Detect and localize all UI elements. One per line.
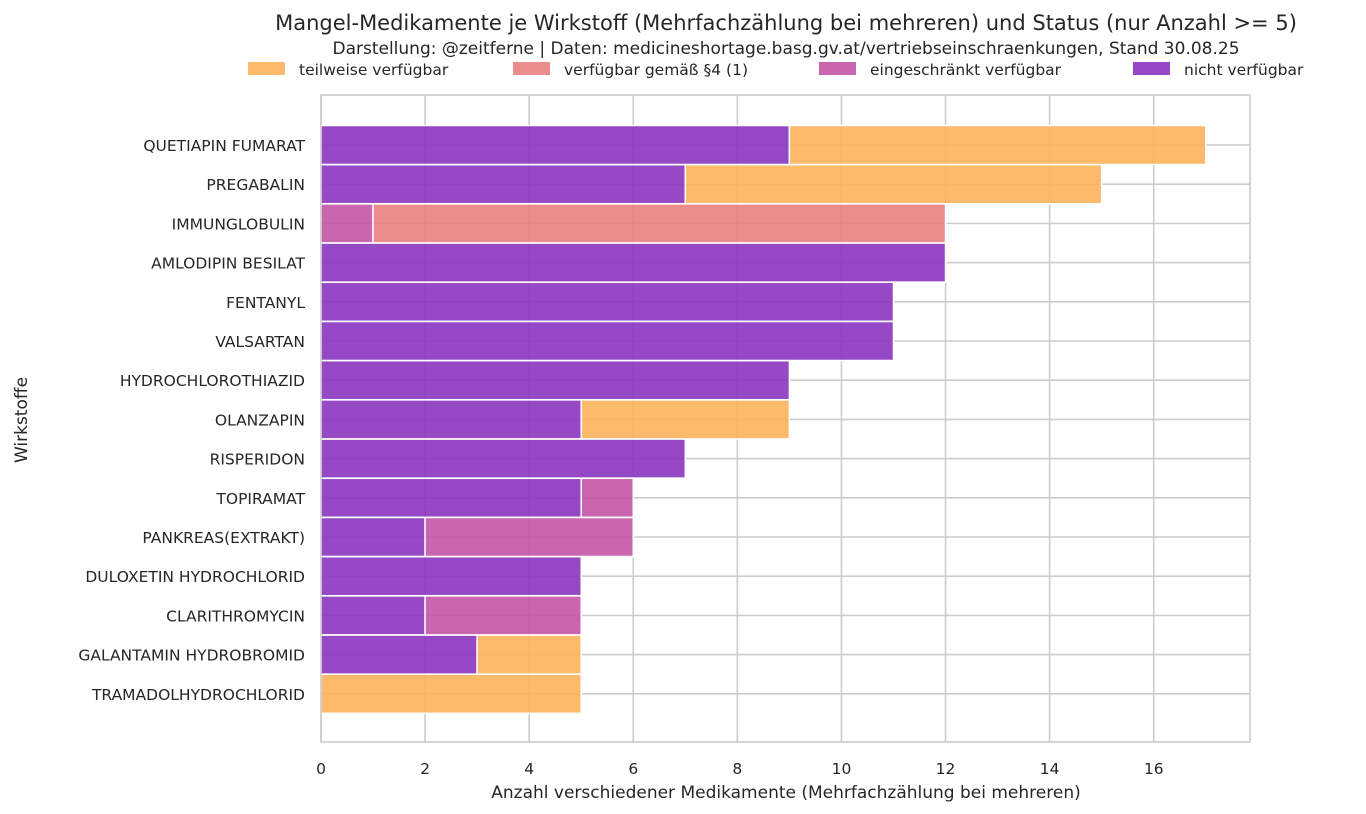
y-tick-label: PANKREAS(EXTRAKT) [142, 529, 305, 547]
y-axis-label: Wirkstoffe [12, 377, 32, 463]
y-tick-label: OLANZAPIN [215, 411, 305, 429]
legend-swatch-verf-gbar-gem-4-1 [513, 62, 550, 75]
bar-topiramat-eingeschr-nkt-verf-gbar [580, 477, 635, 519]
x-tick-label: 16 [1144, 760, 1164, 778]
bar-topiramat-nicht-verf-gbar [320, 477, 582, 519]
x-tick-label: 10 [832, 760, 852, 778]
y-tick-label: QUETIAPIN FUMARAT [143, 137, 305, 155]
bar-immunglobulin-verf-gbar-gem-4-1 [372, 203, 947, 244]
bar-quetiapin-fumarat-teilweise-verf-gbar [788, 124, 1207, 166]
bar-immunglobulin-eingeschr-nkt-verf-gbar [320, 203, 374, 244]
bar-clarithromycin-nicht-verf-gbar [320, 595, 426, 636]
x-tick-label: 2 [420, 760, 430, 778]
legend-label-nicht-verf-gbar: nicht verfügbar [1184, 61, 1304, 79]
bar-amlodipin-besilat-nicht-verf-gbar [320, 242, 947, 283]
legend-label-eingeschr-nkt-verf-gbar: eingeschränkt verfügbar [870, 61, 1062, 79]
bar-quetiapin-fumarat-nicht-verf-gbar [320, 124, 791, 166]
y-tick-label: RISPERIDON [210, 451, 305, 469]
x-tick-label: 12 [936, 760, 956, 778]
y-tick-label: VALSARTAN [215, 333, 305, 351]
bar-tramadolhydrochlorid-teilweise-verf-gbar [320, 673, 582, 715]
y-tick-label: TRAMADOLHYDROCHLORID [91, 686, 305, 704]
y-tick-label: IMMUNGLOBULIN [172, 215, 305, 233]
y-tick-label: AMLODIPIN BESILAT [151, 255, 305, 273]
bar-risperidon-nicht-verf-gbar [320, 438, 687, 479]
x-tick-label: 14 [1040, 760, 1060, 778]
x-tick-label: 6 [628, 760, 638, 778]
bar-pregabalin-teilweise-verf-gbar [684, 163, 1103, 205]
y-tick-label: PREGABALIN [206, 176, 305, 194]
x-tick-label: 0 [316, 760, 326, 778]
chart-subtitle: Darstellung: @zeitferne | Daten: medicin… [332, 39, 1239, 59]
x-tick-label: 4 [524, 760, 534, 778]
bar-olanzapin-nicht-verf-gbar [320, 399, 582, 440]
legend-label-teilweise-verf-gbar: teilweise verfügbar [299, 61, 449, 79]
legend-swatch-eingeschr-nkt-verf-gbar [819, 62, 856, 75]
legend-swatch-teilweise-verf-gbar [248, 62, 285, 75]
y-tick-label: FENTANYL [226, 294, 305, 312]
plot-frame [320, 94, 1251, 743]
bar-fentanyl-nicht-verf-gbar [320, 281, 895, 323]
bar-galantamin-hydrobromid-teilweise-verf-gbar [476, 634, 582, 675]
bar-clarithromycin-eingeschr-nkt-verf-gbar [424, 595, 582, 636]
x-tick-labels: 0 2 4 6 8 10 12 14 16 [316, 760, 1164, 778]
x-tick-label: 8 [732, 760, 742, 778]
y-tick-label: TOPIRAMAT [215, 490, 305, 508]
y-tick-label: CLARITHROMYCIN [166, 607, 305, 625]
chart-title: Mangel-Medikamente je Wirkstoff (Mehrfac… [275, 11, 1297, 35]
bars [320, 124, 1207, 715]
y-tick-labels: QUETIAPIN FUMARAT PREGABALIN IMMUNGLOBULIN… [78, 137, 305, 704]
bar-duloxetin-hydrochlorid-nicht-verf-gbar [320, 555, 582, 597]
bar-hydrochlorothiazid-nicht-verf-gbar [320, 359, 791, 401]
bar-pregabalin-nicht-verf-gbar [320, 163, 687, 205]
y-tick-label: GALANTAMIN HYDROBROMID [78, 647, 305, 665]
x-axis-label: Anzahl verschiedener Medikamente (Mehrfa… [491, 783, 1080, 803]
y-tick-label: HYDROCHLOROTHIAZID [120, 372, 305, 390]
bar-olanzapin-teilweise-verf-gbar [580, 399, 791, 440]
legend-label-verf-gbar-gem-4-1: verfügbar gemäß §4 (1) [564, 61, 748, 79]
bar-pankreas-extrakt-eingeschr-nkt-verf-gbar [424, 516, 635, 558]
legend: teilweise verfügbar verfügbar gemäß §4 (1… [248, 61, 1304, 79]
bar-galantamin-hydrobromid-nicht-verf-gbar [320, 634, 478, 675]
y-tick-label: DULOXETIN HYDROCHLORID [85, 568, 305, 586]
bar-pankreas-extrakt-nicht-verf-gbar [320, 516, 426, 558]
bar-valsartan-nicht-verf-gbar [320, 320, 895, 362]
legend-swatch-nicht-verf-gbar [1133, 62, 1170, 75]
